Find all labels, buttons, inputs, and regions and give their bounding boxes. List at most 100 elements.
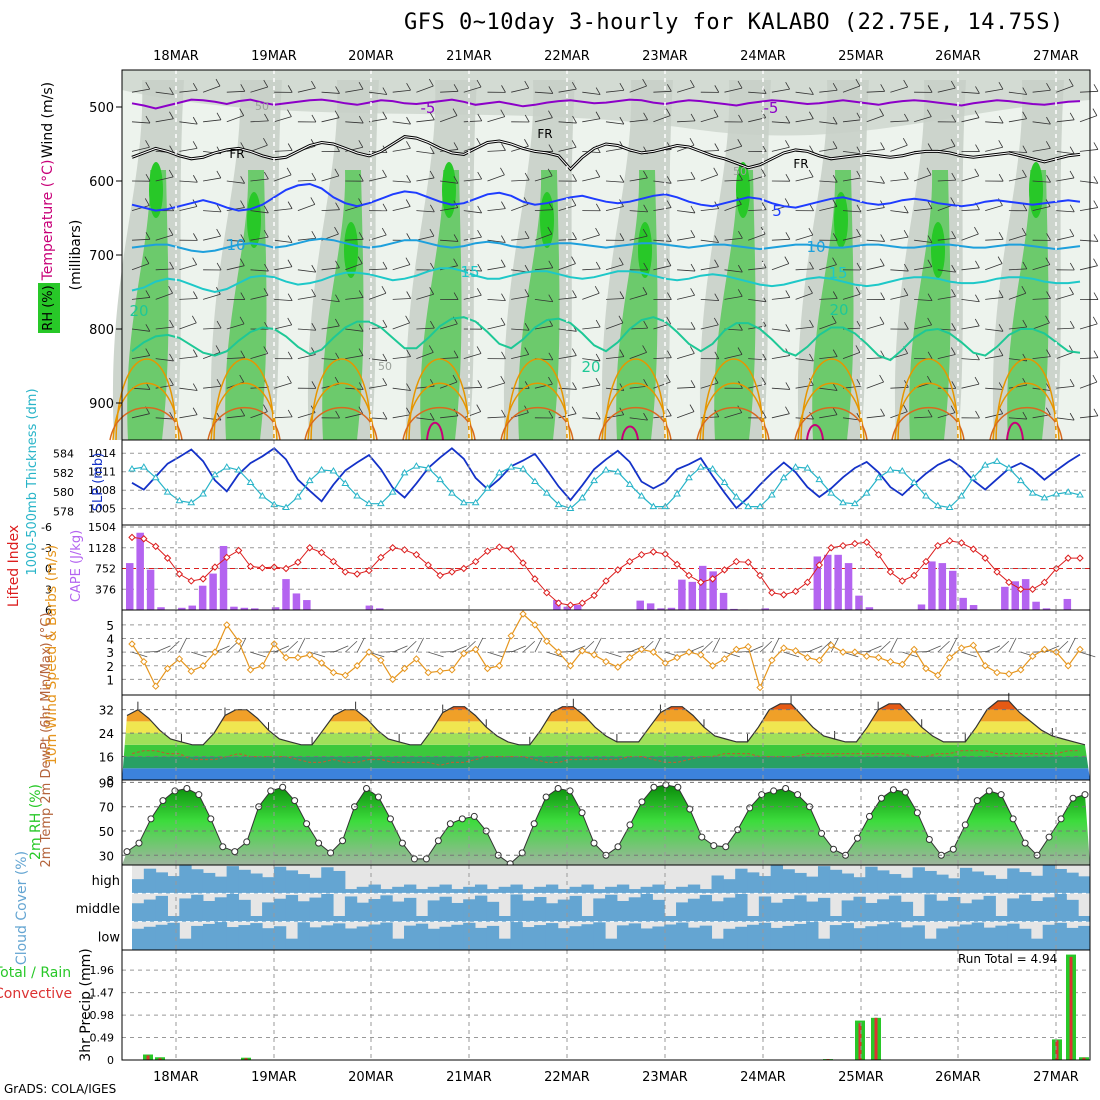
cape-bar (969, 605, 978, 610)
axis-label-wind: Wind (m/s) (40, 82, 56, 158)
rh-point (746, 804, 754, 812)
wind-barb (809, 87, 814, 95)
temp-contour-20 (131, 316, 1081, 362)
lifted-index-point (495, 543, 504, 551)
wind-barb (879, 258, 885, 266)
wind-barb (795, 292, 813, 300)
wind-speed-point (685, 648, 693, 656)
cloud-low-bar (758, 922, 772, 950)
wind-barb (274, 116, 292, 123)
cloud-high-bar (1078, 876, 1091, 894)
rh-point (554, 785, 562, 792)
wind-speed-point (483, 664, 492, 673)
wind-barb (202, 293, 221, 300)
wind-barb (155, 358, 174, 362)
wind-barb (795, 384, 814, 389)
cloud-high-bar (687, 884, 701, 894)
cloud-middle-bar (534, 897, 547, 922)
wind-barb (914, 416, 933, 419)
cloud-low-bar (593, 922, 606, 950)
temp-contour-warm (310, 358, 372, 441)
wind-barb (534, 637, 543, 653)
cloud-high-bar (959, 867, 973, 894)
lifted-index-point (424, 561, 432, 569)
cloud-high-bar (711, 875, 724, 894)
cape-bar (365, 605, 374, 610)
wind-barb (439, 115, 458, 123)
wind-barb (950, 347, 956, 355)
rh-point (674, 783, 682, 791)
cloud-low-bar (806, 921, 819, 950)
lifted-index-point (874, 550, 883, 559)
thickness-point (768, 491, 776, 498)
wind-barb (605, 356, 624, 359)
cloud-middle-bar (817, 897, 831, 922)
lifted-index-point (590, 591, 598, 600)
cloud-high-bar (344, 889, 358, 894)
cloud-middle-bar (924, 894, 937, 922)
cloud-high-bar (735, 868, 748, 894)
y-tick-label: 24 (99, 727, 114, 741)
wind-barb (440, 415, 459, 419)
wind-barb (890, 178, 909, 182)
wind-barb (548, 352, 554, 361)
rh-core (736, 162, 750, 218)
wind-barb (215, 345, 221, 353)
contour-label: FR (793, 157, 808, 171)
wind-barb (985, 238, 1004, 241)
wind-barb (501, 143, 506, 151)
wind-barb (452, 108, 458, 116)
y-tick-label-left: 3 (45, 583, 52, 596)
wind-speed-point (815, 656, 824, 665)
wind-barb (761, 410, 767, 419)
wind-barb (524, 80, 530, 89)
wind-barb (974, 168, 980, 177)
precip-conv-bar (858, 1023, 862, 1060)
lifted-index-point (234, 546, 243, 555)
wind-barb (429, 379, 435, 387)
wind-barb (1056, 151, 1075, 155)
wind-barb (890, 236, 909, 241)
wind-barb (737, 405, 743, 413)
wind-speed-point (649, 648, 658, 656)
wind-barb (297, 237, 316, 241)
wind-barb (358, 81, 364, 90)
wind-barb (264, 263, 269, 272)
wind-barb (335, 260, 340, 269)
wind-barb (667, 234, 672, 242)
wind-barb (524, 172, 530, 181)
lifted-index-point (341, 568, 350, 576)
lifted-index-point (175, 570, 184, 578)
wind-barb (737, 347, 743, 355)
wind-barb (784, 198, 790, 206)
wind-barb (737, 80, 743, 89)
cloud-high-bar (1066, 872, 1079, 894)
wind-barb (191, 651, 207, 658)
wind-barb (997, 256, 1003, 264)
wind-barb (666, 258, 672, 266)
wind-barb (927, 201, 933, 209)
wind-barb (558, 146, 577, 152)
wind-barb (358, 115, 364, 124)
wind-barb (700, 299, 719, 302)
wind-barb (416, 210, 435, 213)
rh-point (614, 843, 622, 851)
wind-barb (524, 139, 529, 147)
wind-barb (783, 651, 800, 658)
wind-barb (463, 294, 482, 300)
y-tick-label: 3 (106, 646, 114, 660)
cloud-low-bar (380, 922, 393, 950)
wind-barb (524, 347, 530, 355)
x-tick-label-top: 24MAR (740, 49, 786, 64)
x-tick-label-bottom: 21MAR (446, 1070, 492, 1085)
wind-barb (463, 353, 482, 359)
wind-barb (595, 261, 601, 270)
wind-barb (866, 115, 884, 123)
wind-barb (653, 180, 672, 184)
wind-barb (1069, 228, 1075, 237)
wind-barb (832, 83, 838, 91)
wind-barb (961, 267, 980, 271)
cloud-middle-bar (628, 897, 642, 922)
lifted-index-point (471, 557, 480, 566)
